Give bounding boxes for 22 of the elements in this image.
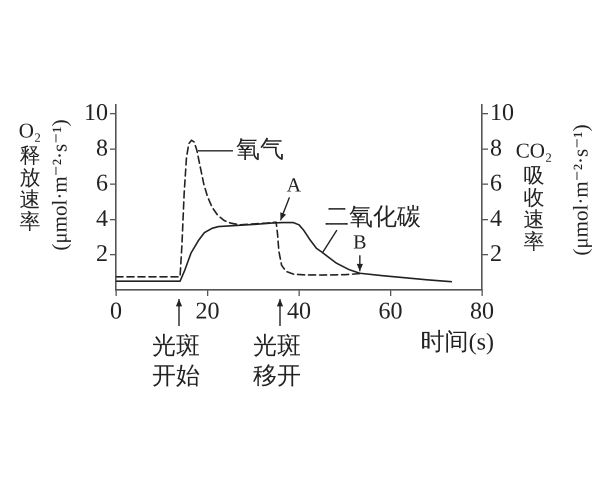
y2-tick-label: 2	[490, 241, 502, 268]
y2-tick-label: 4	[490, 206, 502, 232]
y-tick-label: 4	[96, 206, 108, 232]
y-tick-label: 6	[96, 170, 108, 197]
text: 光斑开始	[152, 333, 200, 390]
x-tick-label: 60	[378, 298, 402, 325]
annotation: 氧气	[236, 137, 284, 164]
y2-tick-label: 8	[490, 135, 502, 162]
annotation: A	[286, 174, 302, 196]
y2-tick-label: 10	[490, 100, 514, 126]
annotation: B	[353, 232, 367, 254]
y2-tick-label: 6	[490, 170, 502, 197]
x-tick-label: 0	[110, 298, 122, 325]
y-tick-label: 10	[84, 100, 108, 126]
y-tick-label: 8	[96, 135, 108, 162]
x-tick-label: 20	[196, 298, 220, 325]
annotation: 二氧化碳	[324, 204, 421, 230]
y-tick-label: 2	[96, 241, 108, 268]
x-tick-label: 80	[470, 298, 494, 325]
text: 光斑移开	[253, 333, 301, 390]
x-tick-label: 40	[287, 298, 311, 325]
x-axis-title: 时间(s)	[420, 329, 494, 356]
